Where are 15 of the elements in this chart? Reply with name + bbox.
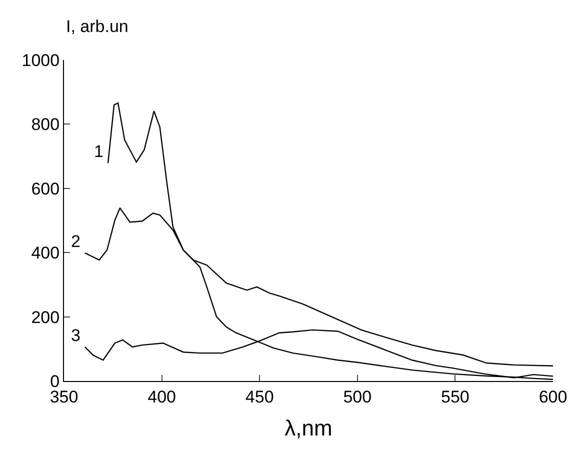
- x-tick-label: 600: [538, 387, 568, 406]
- y-tick-label: 600: [31, 179, 60, 198]
- y-tick-label: 200: [31, 308, 60, 327]
- y-axis-title: I, arb.un: [66, 17, 128, 36]
- y-tick-label: 1000: [22, 50, 60, 70]
- series-label: 2: [71, 232, 80, 251]
- x-tick-label: 450: [245, 387, 274, 406]
- x-tick-label: 550: [441, 387, 470, 406]
- y-tick-label: 400: [31, 244, 60, 263]
- series-label: 3: [71, 326, 80, 345]
- series-label: 1: [94, 142, 104, 161]
- y-tick-label: 800: [31, 115, 60, 134]
- x-tick-label: 500: [343, 387, 372, 406]
- x-tick-label: 400: [148, 387, 176, 406]
- x-axis-title: λ,nm: [284, 415, 332, 440]
